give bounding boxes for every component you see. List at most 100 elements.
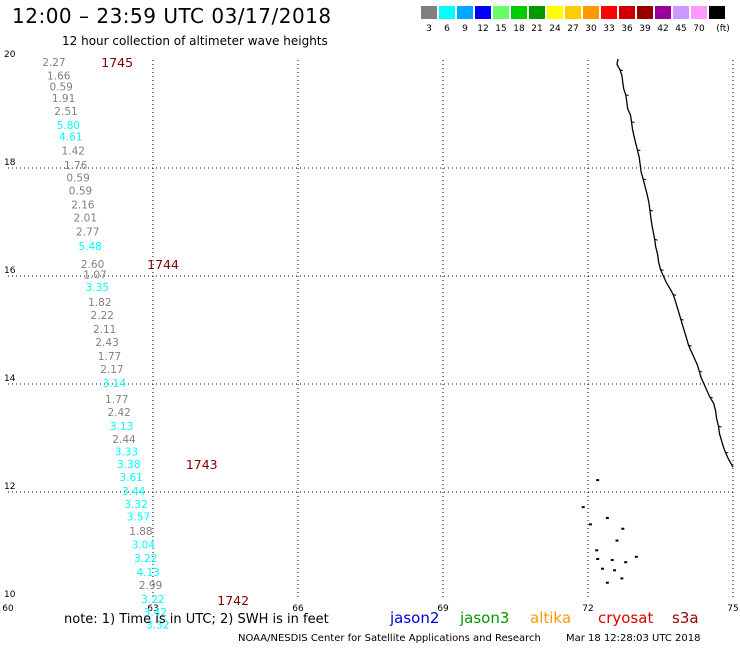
footnote: note: 1) Time is in UTC; 2) SWH is in fe… [64, 612, 329, 627]
legend-swatch [655, 6, 671, 19]
legend-label: 39 [639, 24, 651, 34]
legend-swatch [601, 6, 617, 19]
swh-value: 5.80 [57, 120, 80, 132]
coast-detail [672, 293, 677, 296]
swh-value: 3.61 [120, 472, 143, 484]
coast-detail [631, 121, 635, 124]
lon-tick-label: 60 [2, 604, 14, 614]
island [581, 506, 585, 509]
legend-label: 15 [495, 24, 507, 34]
legend-swatch [439, 6, 455, 19]
map-title: 12:00 – 23:59 UTC 03/17/2018 [12, 4, 332, 28]
swh-value: 1.07 [83, 269, 106, 281]
island [596, 557, 600, 560]
swh-value: 0.59 [69, 186, 92, 198]
swh-value: 0.59 [66, 173, 89, 185]
track-time-label: 1742 [217, 593, 249, 608]
swh-value: 2.77 [76, 227, 99, 239]
satellite-s3a: s3a [672, 609, 699, 627]
lat-tick-label: 12 [4, 482, 15, 492]
island [615, 539, 619, 542]
swh-value: 1.77 [98, 351, 121, 363]
satellite-jason2: jason2 [390, 609, 440, 627]
legend-label: 27 [567, 24, 579, 34]
legend-swatch [547, 6, 563, 19]
swh-value: 1.82 [88, 297, 111, 309]
swh-value: 2.51 [54, 106, 77, 118]
swh-value: 1.88 [129, 526, 152, 538]
legend-swatch [673, 6, 689, 19]
swh-value: 2.43 [95, 337, 118, 349]
island [605, 516, 609, 519]
legend-swatch [637, 6, 653, 19]
legend-label: 70 [693, 24, 705, 34]
credit-line: NOAA/NESDIS Center for Satellite Applica… [238, 633, 541, 644]
swh-value: 5.48 [78, 241, 101, 253]
track-time-label: 1745 [101, 55, 133, 70]
swh-value: 3.13 [110, 421, 133, 433]
legend-swatch [709, 6, 725, 19]
swh-value: 2.16 [71, 200, 95, 212]
swh-value: 2.27 [42, 57, 65, 69]
legend-label: 12 [477, 24, 489, 34]
legend-swatch [529, 6, 545, 19]
satellite-jason3: jason3 [460, 609, 510, 627]
island [624, 561, 628, 564]
swh-value: 4.13 [136, 567, 159, 579]
swh-value: 3.22 [134, 553, 157, 565]
island [610, 559, 614, 562]
legend-label: 36 [621, 24, 633, 34]
swh-value: 3.32 [124, 499, 147, 511]
coast-detail [654, 238, 658, 241]
legend-label: 18 [513, 24, 525, 34]
coast-detail [619, 69, 624, 72]
island [601, 567, 604, 570]
coastline [616, 58, 734, 468]
coast-detail [637, 149, 641, 152]
coast-detail [709, 396, 713, 399]
swh-value: 1.66 [47, 71, 71, 83]
swh-value: 3.42 [144, 607, 167, 619]
coast-detail [688, 344, 692, 347]
lon-tick-label: 75 [727, 604, 738, 614]
legend-label: 6 [444, 24, 450, 34]
coast-detail [625, 94, 629, 97]
swh-value: 2.11 [93, 324, 116, 336]
swh-value: 2.99 [139, 580, 162, 592]
lon-tick-label: 72 [582, 604, 593, 614]
legend-label: 42 [657, 24, 669, 34]
swh-value: 3.32 [146, 619, 169, 631]
legend-swatch [619, 6, 635, 19]
legend-label: 21 [531, 24, 543, 34]
legend-swatch [565, 6, 581, 19]
legend-label: 30 [585, 24, 597, 34]
swh-value: 2.44 [112, 434, 136, 446]
island [605, 581, 609, 584]
satellite-cryosat: cryosat [598, 609, 654, 627]
lat-tick-label: 14 [4, 374, 16, 384]
legend-label: 24 [549, 24, 561, 34]
swh-value: 2.60 [81, 259, 104, 271]
lon-tick-label: 69 [437, 604, 449, 614]
legend-swatch [511, 6, 527, 19]
track-time-label: 1743 [186, 457, 218, 472]
lat-tick-label: 20 [4, 50, 16, 60]
satellite-altika: altika [530, 609, 572, 627]
swh-value: 2.17 [100, 364, 123, 376]
legend-label: 45 [675, 24, 687, 34]
coast-detail [660, 269, 664, 271]
island [596, 479, 600, 482]
lat-tick-label: 16 [4, 266, 16, 276]
swh-value: 3.22 [141, 594, 164, 606]
swh-value: 3.14 [103, 378, 127, 390]
swh-value: 3.44 [122, 486, 146, 498]
swh-value: 3.33 [115, 447, 138, 459]
map-subtitle: 12 hour collection of altimeter wave hei… [62, 34, 328, 48]
island [634, 555, 638, 558]
lon-tick-label: 66 [292, 604, 304, 614]
generation-timestamp: Mar 18 12:28:03 UTC 2018 [566, 633, 701, 644]
swh-value: 3.35 [86, 282, 109, 294]
island [621, 527, 625, 530]
island [595, 549, 599, 552]
